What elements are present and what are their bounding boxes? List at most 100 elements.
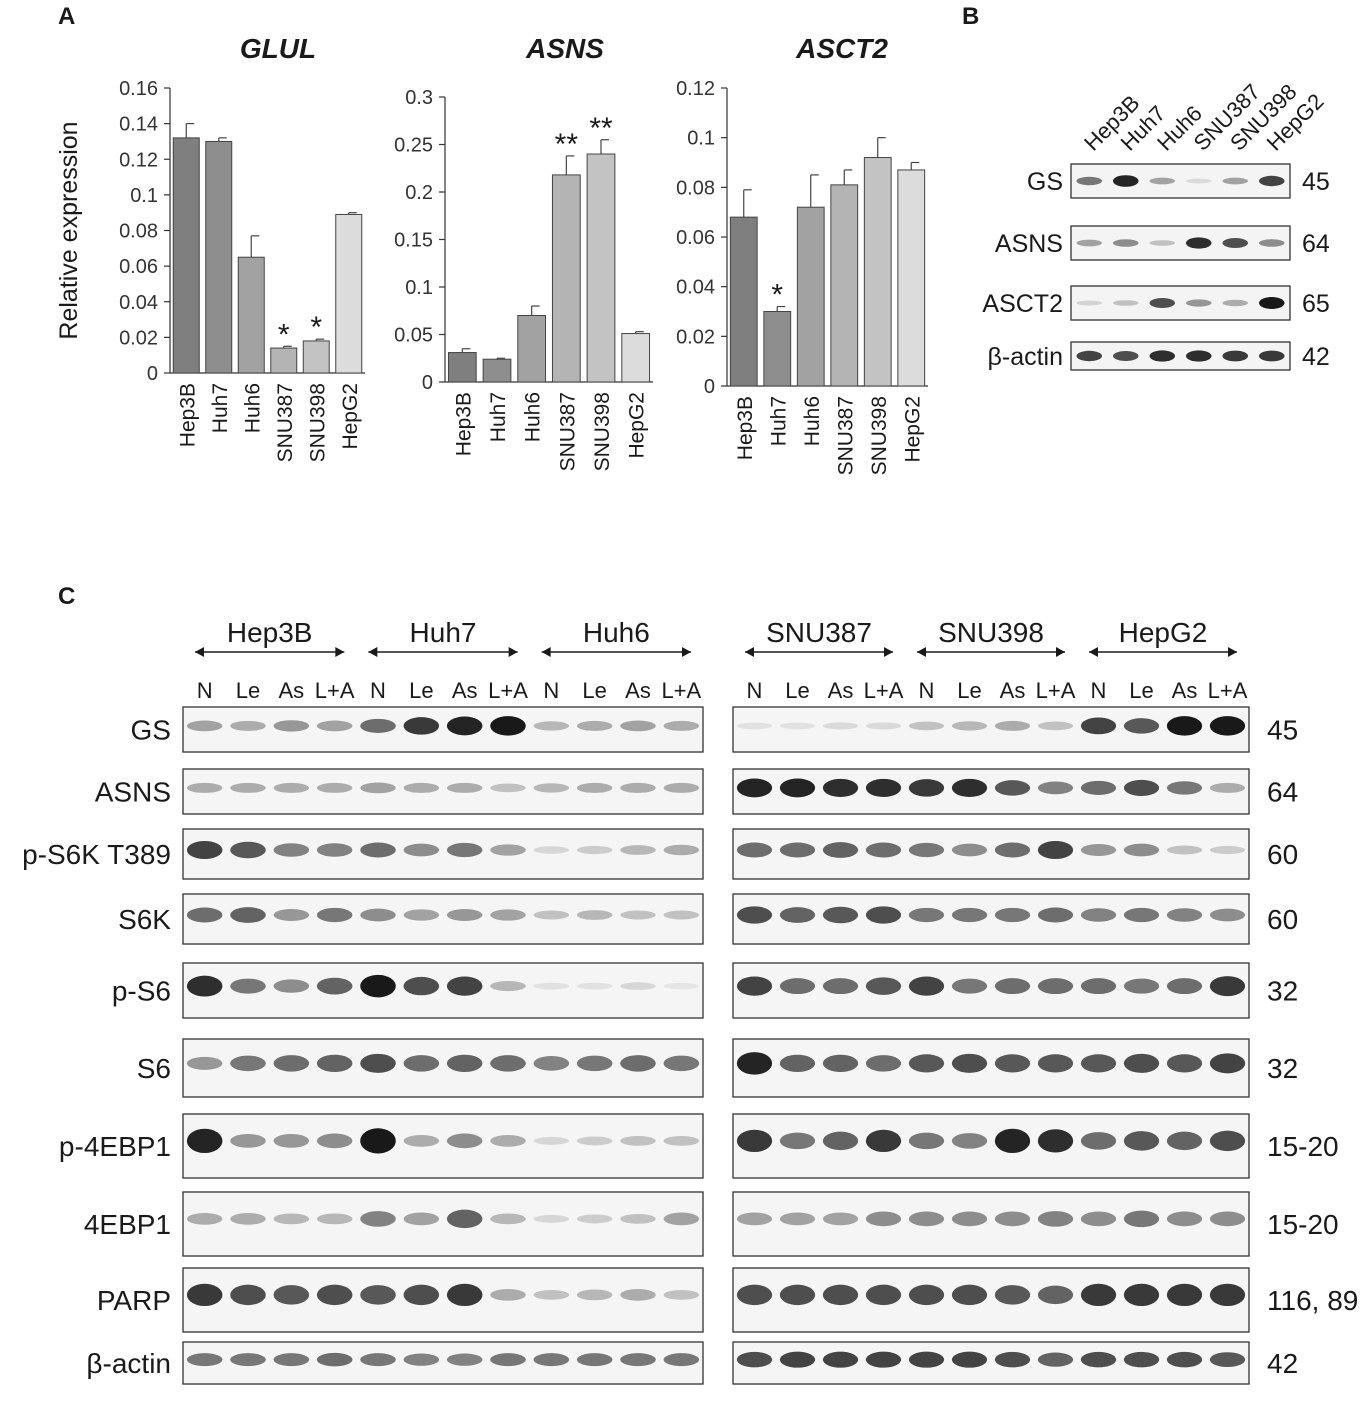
blot-band (663, 720, 700, 731)
blot-band (403, 1135, 440, 1147)
blot-band (1166, 1351, 1203, 1368)
blot-band (951, 1284, 988, 1306)
blot-band (1185, 299, 1212, 307)
blot-band (994, 1211, 1031, 1227)
blot-band (736, 722, 773, 730)
blot-band (533, 910, 570, 920)
blot-band (822, 1131, 859, 1151)
blot-band (1209, 1352, 1246, 1368)
blot-band (403, 976, 440, 996)
blot-band (230, 978, 266, 994)
bar-chart-asns: ASNS 0 0.05 0.1 0.15 0.2 0.25 0.3 Hep3B Huh7 Huh6 *… (394, 33, 653, 471)
blot-band (736, 1284, 773, 1306)
blot-band (1123, 978, 1160, 994)
blot-band (1222, 177, 1249, 185)
blot-c-frame-right (732, 893, 1250, 945)
blot-band (403, 909, 440, 921)
blot-band (576, 1214, 613, 1224)
blot-c-frame-right (732, 1038, 1250, 1098)
blot-band (736, 906, 773, 924)
blot-band (865, 778, 902, 797)
bar-hepg2 (897, 169, 926, 387)
y-tick-label: 0.08 (119, 221, 158, 243)
lane-label: As (625, 678, 651, 703)
y-tick-label: 0.25 (394, 135, 433, 157)
blot-band (186, 1128, 223, 1153)
blot-band (1112, 351, 1139, 361)
blot-band (994, 842, 1031, 858)
blot-band (316, 1213, 353, 1225)
blot-band (951, 1351, 988, 1368)
blot-band (865, 906, 902, 924)
blot-band (446, 1283, 483, 1307)
blot-band (1258, 239, 1285, 247)
blot-band (779, 1054, 816, 1073)
blot-band (736, 842, 773, 858)
blot-band (446, 1209, 483, 1229)
blot-band (360, 1353, 396, 1367)
bar-hep3b (172, 137, 200, 374)
lane-label: As (278, 678, 304, 703)
blot-band (1258, 175, 1285, 187)
blot-band (533, 1214, 570, 1223)
blot-band (1149, 177, 1176, 185)
x-tick-label: SNU398 (306, 383, 329, 462)
blot-band (273, 782, 310, 793)
blot-band (273, 843, 310, 857)
arrow-left-icon (541, 647, 551, 657)
blot-band (230, 1134, 266, 1148)
blot-band (1209, 1053, 1246, 1074)
blot-band (1222, 350, 1249, 362)
blot-band (1222, 299, 1249, 307)
lane-label: N (919, 678, 935, 703)
y-tick-label: 0.15 (394, 230, 433, 252)
blot-band (446, 976, 483, 996)
blot-band (620, 1289, 656, 1301)
blot-band (186, 907, 223, 923)
blot-band (1112, 175, 1139, 187)
blot-band (620, 1353, 656, 1367)
blot-band (779, 842, 816, 858)
blot-band (273, 720, 310, 732)
blot-band (230, 1213, 266, 1225)
blot-c-protein-label: GS (131, 715, 171, 746)
blot-band (994, 780, 1031, 796)
bar-hep3b (729, 216, 758, 387)
blot-band (994, 978, 1031, 995)
blot-c-kda-label: 116, 89 (1267, 1285, 1358, 1316)
blot-band (1166, 1211, 1203, 1227)
y-tick-label: 0.1 (405, 277, 433, 299)
x-tick-label: Huh6 (522, 392, 545, 442)
x-tick-label: SNU387 (274, 383, 297, 462)
blot-c-kda-label: 15-20 (1267, 1131, 1339, 1162)
blot-band (1037, 1352, 1074, 1367)
blot-band (446, 782, 483, 793)
blot-band (663, 1055, 700, 1072)
arrow-left-icon (368, 647, 378, 657)
y-tick-label: 0.05 (394, 325, 433, 347)
blot-c-kda-label: 32 (1267, 976, 1298, 1007)
group-header-huh7: Huh7 N Le As L+A (368, 617, 528, 703)
blot-band (273, 1285, 310, 1305)
lane-label: Le (957, 678, 981, 703)
blot-band (576, 1353, 613, 1367)
blot-b-row-ASCT2: ASCT2 65 (982, 285, 1330, 321)
lane-label: Le (236, 678, 260, 703)
blot-band (1209, 908, 1246, 922)
blot-band (1037, 841, 1074, 859)
significance-mark: * (278, 318, 290, 351)
blot-band (1080, 844, 1117, 856)
blot-band (186, 975, 223, 997)
blot-band (994, 720, 1031, 731)
blot-band (1076, 350, 1103, 362)
blot-b-frame (1070, 225, 1291, 261)
blot-band (994, 1054, 1031, 1073)
x-tick-label: HepG2 (901, 396, 924, 463)
blot-band (316, 782, 353, 793)
blot-band (1037, 781, 1074, 795)
blot-band (186, 1056, 223, 1070)
lane-label: As (1000, 678, 1026, 703)
blot-band (490, 783, 526, 793)
blot-band (316, 1054, 353, 1073)
